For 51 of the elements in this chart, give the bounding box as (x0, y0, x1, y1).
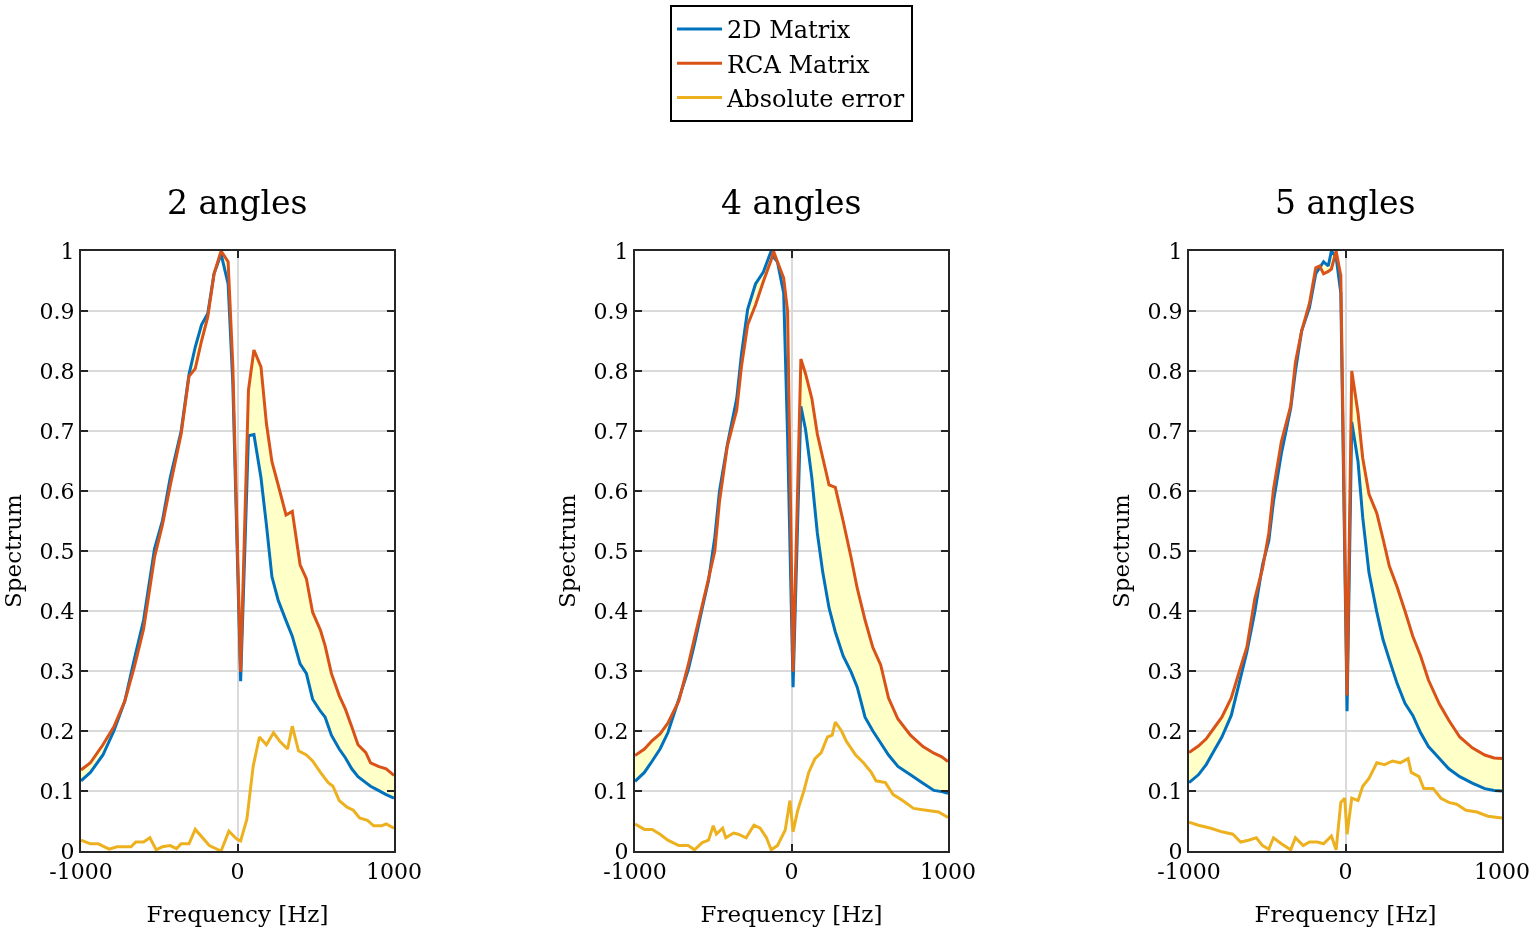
y-tick-label: 1 (1168, 238, 1183, 264)
y-tick-label: 0.4 (39, 598, 75, 624)
legend-label: Absolute error (726, 84, 905, 113)
x-tick-label: 1000 (920, 859, 976, 885)
chart-title: 5 angles (1275, 183, 1416, 222)
chart-title: 2 angles (167, 183, 308, 222)
y-tick-label: 0.5 (593, 538, 629, 564)
x-tick-label: -1000 (49, 859, 113, 885)
y-tick-label: 0.6 (39, 478, 75, 504)
x-axis-title: Frequency [Hz] (146, 900, 329, 927)
x-tick-label: 1000 (1474, 859, 1530, 885)
y-tick-label: 0.2 (39, 718, 75, 744)
y-tick-label: 0.4 (593, 598, 629, 624)
x-tick-label: 0 (1338, 859, 1353, 885)
y-tick-label: 0.8 (593, 358, 629, 384)
y-tick-label: 0.1 (593, 778, 629, 804)
y-axis-title: Spectrum (1107, 493, 1134, 608)
y-tick-label: 0.3 (39, 658, 75, 684)
y-tick-label: 0.9 (39, 298, 75, 324)
y-tick-label: 0.6 (1147, 478, 1183, 504)
y-axis-title: Spectrum (0, 493, 26, 608)
y-tick-label: 0.4 (1147, 598, 1183, 624)
x-axis-title: Frequency [Hz] (700, 900, 883, 927)
y-tick-label: 0.7 (1147, 418, 1183, 444)
y-tick-label: 0.9 (1147, 298, 1183, 324)
y-tick-label: 0.1 (39, 778, 75, 804)
y-tick-label: 0.2 (593, 718, 629, 744)
x-tick-label: 1000 (366, 859, 422, 885)
y-tick-label: 0.7 (593, 418, 629, 444)
x-axis-title: Frequency [Hz] (1254, 900, 1437, 927)
y-tick-label: 1 (60, 238, 75, 264)
x-tick-label: 0 (784, 859, 799, 885)
x-tick-label: -1000 (1157, 859, 1221, 885)
chart-title: 4 angles (721, 183, 862, 222)
y-tick-label: 0.5 (1147, 538, 1183, 564)
y-tick-label: 0.9 (593, 298, 629, 324)
legend-label: RCA Matrix (727, 50, 871, 79)
y-tick-label: 0.2 (1147, 718, 1183, 744)
legend-label: 2D Matrix (727, 16, 851, 45)
y-axis-title: Spectrum (553, 493, 580, 608)
y-tick-label: 0.1 (1147, 778, 1183, 804)
y-tick-label: 0.8 (1147, 358, 1183, 384)
y-tick-label: 0.8 (39, 358, 75, 384)
y-tick-label: 0.5 (39, 538, 75, 564)
y-tick-label: 0.6 (593, 478, 629, 504)
y-tick-label: 0.7 (39, 418, 75, 444)
x-tick-label: -1000 (603, 859, 667, 885)
y-tick-label: 0.3 (1147, 658, 1183, 684)
y-tick-label: 0.3 (593, 658, 629, 684)
x-tick-label: 0 (230, 859, 245, 885)
y-tick-label: 1 (614, 238, 629, 264)
